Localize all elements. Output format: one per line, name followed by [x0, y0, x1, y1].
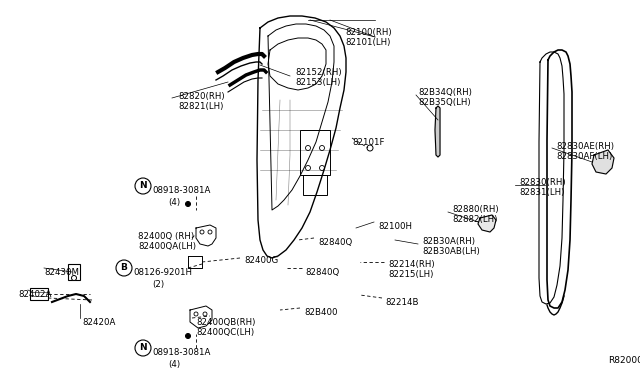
Circle shape [72, 276, 77, 280]
Text: 82400QA(LH): 82400QA(LH) [138, 242, 196, 251]
Circle shape [186, 202, 191, 206]
Circle shape [208, 230, 212, 234]
Circle shape [305, 166, 310, 170]
Text: 82821(LH): 82821(LH) [178, 102, 223, 111]
Text: 82153(LH): 82153(LH) [295, 78, 340, 87]
Text: (4): (4) [168, 360, 180, 369]
Circle shape [319, 145, 324, 151]
Text: 82840Q: 82840Q [305, 268, 339, 277]
Text: 08126-9201H: 08126-9201H [133, 268, 192, 277]
Text: 82B35Q(LH): 82B35Q(LH) [418, 98, 470, 107]
Text: 82152(RH): 82152(RH) [295, 68, 342, 77]
Text: 82B30A(RH): 82B30A(RH) [422, 237, 475, 246]
Circle shape [305, 145, 310, 151]
Text: 82420A: 82420A [82, 318, 115, 327]
Text: 82430M: 82430M [44, 268, 79, 277]
Text: 82830(RH): 82830(RH) [519, 178, 566, 187]
Circle shape [135, 178, 151, 194]
Bar [68, 264, 80, 280]
Text: 82100H: 82100H [378, 222, 412, 231]
Text: B: B [120, 263, 127, 273]
Text: (4): (4) [168, 198, 180, 207]
Circle shape [194, 312, 198, 316]
Bar [30, 288, 48, 300]
Bar [303, 175, 327, 195]
Polygon shape [478, 215, 496, 232]
Text: 82400G: 82400G [244, 256, 278, 265]
Text: 08918-3081A: 08918-3081A [152, 348, 211, 357]
Text: 82402A: 82402A [18, 290, 51, 299]
Text: 82820(RH): 82820(RH) [178, 92, 225, 101]
Text: 82831(LH): 82831(LH) [519, 188, 564, 197]
Circle shape [319, 166, 324, 170]
Circle shape [200, 230, 204, 234]
Text: 82214B: 82214B [385, 298, 419, 307]
Text: (2): (2) [152, 280, 164, 289]
Text: 82214(RH): 82214(RH) [388, 260, 435, 269]
Text: 82830AE(RH): 82830AE(RH) [556, 142, 614, 151]
Text: 82400QB(RH): 82400QB(RH) [196, 318, 255, 327]
Text: 82B34Q(RH): 82B34Q(RH) [418, 88, 472, 97]
Text: 82830AF(LH): 82830AF(LH) [556, 152, 612, 161]
Text: 82882(LH): 82882(LH) [452, 215, 497, 224]
Text: 82400QC(LH): 82400QC(LH) [196, 328, 254, 337]
Text: 82400Q (RH): 82400Q (RH) [138, 232, 194, 241]
Text: 82101(LH): 82101(LH) [345, 38, 390, 47]
Text: 08918-3081A: 08918-3081A [152, 186, 211, 195]
Text: 82100(RH): 82100(RH) [345, 28, 392, 37]
Circle shape [186, 334, 191, 339]
Circle shape [367, 145, 373, 151]
Text: 82B400: 82B400 [304, 308, 337, 317]
Circle shape [116, 260, 132, 276]
Polygon shape [592, 150, 614, 174]
Circle shape [135, 340, 151, 356]
Text: R820006E: R820006E [608, 356, 640, 365]
Text: 82880(RH): 82880(RH) [452, 205, 499, 214]
Text: 82101F: 82101F [352, 138, 385, 147]
Text: N: N [139, 182, 147, 190]
Text: N: N [139, 343, 147, 353]
Text: 82840Q: 82840Q [318, 238, 352, 247]
Circle shape [203, 312, 207, 316]
Bar [300, 130, 330, 175]
Polygon shape [435, 106, 440, 157]
Text: 82215(LH): 82215(LH) [388, 270, 433, 279]
Text: 82B30AB(LH): 82B30AB(LH) [422, 247, 480, 256]
